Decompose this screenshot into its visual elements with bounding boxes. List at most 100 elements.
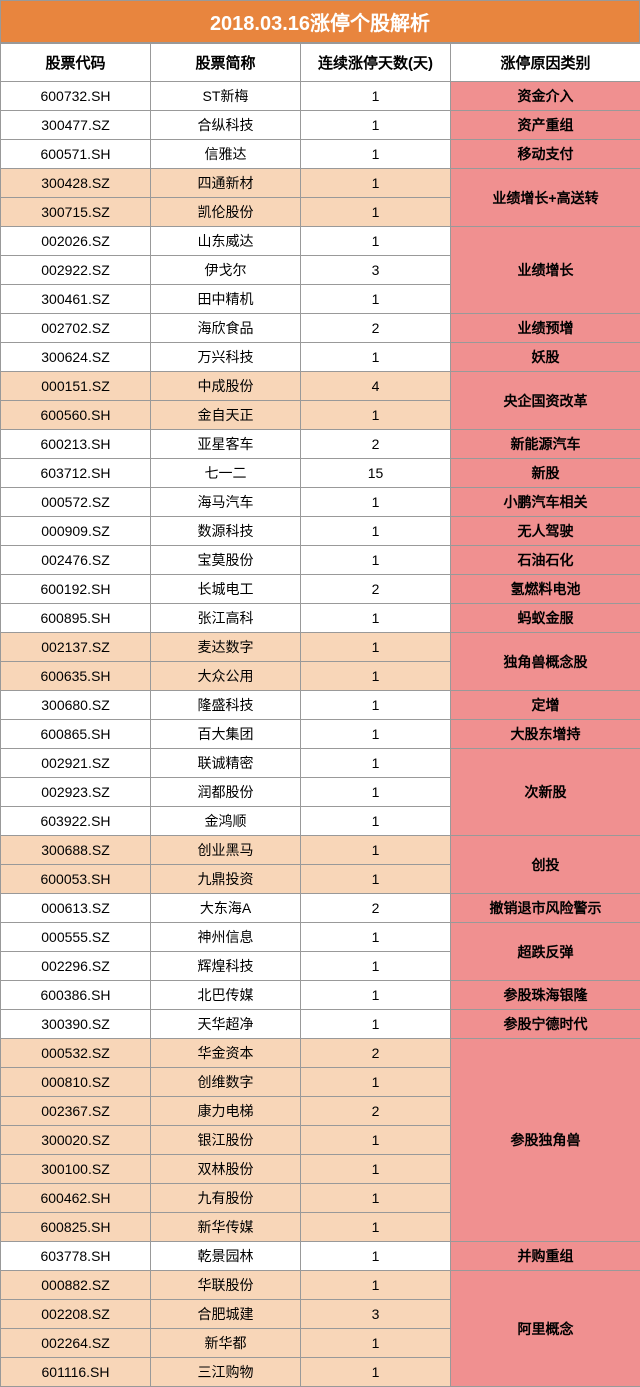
cell-name: 麦达数字 xyxy=(151,633,301,662)
cell-code: 600825.SH xyxy=(1,1213,151,1242)
cell-code: 300680.SZ xyxy=(1,691,151,720)
cell-name: 长城电工 xyxy=(151,575,301,604)
cell-name: 数源科技 xyxy=(151,517,301,546)
cell-code: 600386.SH xyxy=(1,981,151,1010)
cell-name: 新华传媒 xyxy=(151,1213,301,1242)
cell-code: 300715.SZ xyxy=(1,198,151,227)
cell-code: 000532.SZ xyxy=(1,1039,151,1068)
table-row: 600213.SH亚星客车2新能源汽车 xyxy=(1,430,640,459)
cell-code: 600462.SH xyxy=(1,1184,151,1213)
cell-code: 002296.SZ xyxy=(1,952,151,981)
cell-code: 000555.SZ xyxy=(1,923,151,952)
table-container: 2018.03.16涨停个股解析 股票代码 股票简称 连续涨停天数(天) 涨停原… xyxy=(0,0,640,1387)
cell-days: 1 xyxy=(301,198,451,227)
cell-reason: 阿里概念 xyxy=(451,1271,640,1387)
cell-reason: 次新股 xyxy=(451,749,640,836)
cell-code: 603922.SH xyxy=(1,807,151,836)
cell-code: 300461.SZ xyxy=(1,285,151,314)
table-row: 002476.SZ宝莫股份1石油石化 xyxy=(1,546,640,575)
cell-days: 1 xyxy=(301,285,451,314)
cell-name: 大众公用 xyxy=(151,662,301,691)
table-row: 600192.SH长城电工2氢燃料电池 xyxy=(1,575,640,604)
cell-code: 603778.SH xyxy=(1,1242,151,1271)
table-row: 300688.SZ创业黑马1创投 xyxy=(1,836,640,865)
table-row: 600895.SH张江高科1蚂蚁金服 xyxy=(1,604,640,633)
cell-days: 3 xyxy=(301,256,451,285)
cell-days: 1 xyxy=(301,923,451,952)
cell-code: 600732.SH xyxy=(1,82,151,111)
cell-code: 300428.SZ xyxy=(1,169,151,198)
cell-name: 华金资本 xyxy=(151,1039,301,1068)
cell-reason: 资产重组 xyxy=(451,111,640,140)
cell-days: 1 xyxy=(301,1271,451,1300)
cell-days: 1 xyxy=(301,1155,451,1184)
cell-days: 1 xyxy=(301,546,451,575)
cell-name: 合肥城建 xyxy=(151,1300,301,1329)
table-row: 000909.SZ数源科技1无人驾驶 xyxy=(1,517,640,546)
cell-days: 1 xyxy=(301,140,451,169)
cell-code: 300688.SZ xyxy=(1,836,151,865)
cell-days: 1 xyxy=(301,111,451,140)
cell-name: 百大集团 xyxy=(151,720,301,749)
cell-code: 600635.SH xyxy=(1,662,151,691)
cell-name: 华联股份 xyxy=(151,1271,301,1300)
cell-name: 新华都 xyxy=(151,1329,301,1358)
cell-days: 1 xyxy=(301,749,451,778)
stock-table: 股票代码 股票简称 连续涨停天数(天) 涨停原因类别 600732.SHST新梅… xyxy=(0,43,640,1387)
cell-days: 3 xyxy=(301,1300,451,1329)
table-row: 002921.SZ联诚精密1次新股 xyxy=(1,749,640,778)
cell-days: 1 xyxy=(301,1329,451,1358)
cell-days: 1 xyxy=(301,1184,451,1213)
cell-name: 张江高科 xyxy=(151,604,301,633)
cell-code: 601116.SH xyxy=(1,1358,151,1387)
cell-name: 金自天正 xyxy=(151,401,301,430)
header-days: 连续涨停天数(天) xyxy=(301,44,451,82)
cell-reason: 妖股 xyxy=(451,343,640,372)
cell-code: 002026.SZ xyxy=(1,227,151,256)
cell-days: 1 xyxy=(301,517,451,546)
cell-code: 600053.SH xyxy=(1,865,151,894)
cell-reason: 超跌反弹 xyxy=(451,923,640,981)
cell-days: 1 xyxy=(301,82,451,111)
cell-days: 1 xyxy=(301,1010,451,1039)
cell-code: 300477.SZ xyxy=(1,111,151,140)
cell-code: 600560.SH xyxy=(1,401,151,430)
header-reason: 涨停原因类别 xyxy=(451,44,640,82)
cell-name: 万兴科技 xyxy=(151,343,301,372)
cell-name: 信雅达 xyxy=(151,140,301,169)
cell-code: 000882.SZ xyxy=(1,1271,151,1300)
cell-name: 田中精机 xyxy=(151,285,301,314)
cell-reason: 蚂蚁金服 xyxy=(451,604,640,633)
cell-name: 双林股份 xyxy=(151,1155,301,1184)
table-row: 002702.SZ海欣食品2业绩预增 xyxy=(1,314,640,343)
cell-days: 1 xyxy=(301,401,451,430)
cell-days: 2 xyxy=(301,575,451,604)
cell-days: 2 xyxy=(301,1097,451,1126)
table-row: 300390.SZ天华超净1参股宁德时代 xyxy=(1,1010,640,1039)
cell-reason: 央企国资改革 xyxy=(451,372,640,430)
cell-days: 1 xyxy=(301,1126,451,1155)
cell-code: 000909.SZ xyxy=(1,517,151,546)
cell-days: 1 xyxy=(301,836,451,865)
cell-code: 002264.SZ xyxy=(1,1329,151,1358)
cell-reason: 参股珠海银隆 xyxy=(451,981,640,1010)
cell-code: 000810.SZ xyxy=(1,1068,151,1097)
cell-reason: 小鹏汽车相关 xyxy=(451,488,640,517)
table-row: 002137.SZ麦达数字1独角兽概念股 xyxy=(1,633,640,662)
page-title: 2018.03.16涨停个股解析 xyxy=(0,0,640,43)
cell-name: 创业黑马 xyxy=(151,836,301,865)
cell-days: 1 xyxy=(301,981,451,1010)
cell-code: 300624.SZ xyxy=(1,343,151,372)
cell-days: 1 xyxy=(301,343,451,372)
cell-days: 1 xyxy=(301,169,451,198)
cell-name: 九鼎投资 xyxy=(151,865,301,894)
cell-code: 002367.SZ xyxy=(1,1097,151,1126)
header-row: 股票代码 股票简称 连续涨停天数(天) 涨停原因类别 xyxy=(1,44,640,82)
table-row: 000882.SZ华联股份1阿里概念 xyxy=(1,1271,640,1300)
cell-name: 宝莫股份 xyxy=(151,546,301,575)
cell-days: 1 xyxy=(301,662,451,691)
cell-reason: 氢燃料电池 xyxy=(451,575,640,604)
cell-days: 2 xyxy=(301,314,451,343)
cell-code: 300100.SZ xyxy=(1,1155,151,1184)
table-row: 000151.SZ中成股份4央企国资改革 xyxy=(1,372,640,401)
